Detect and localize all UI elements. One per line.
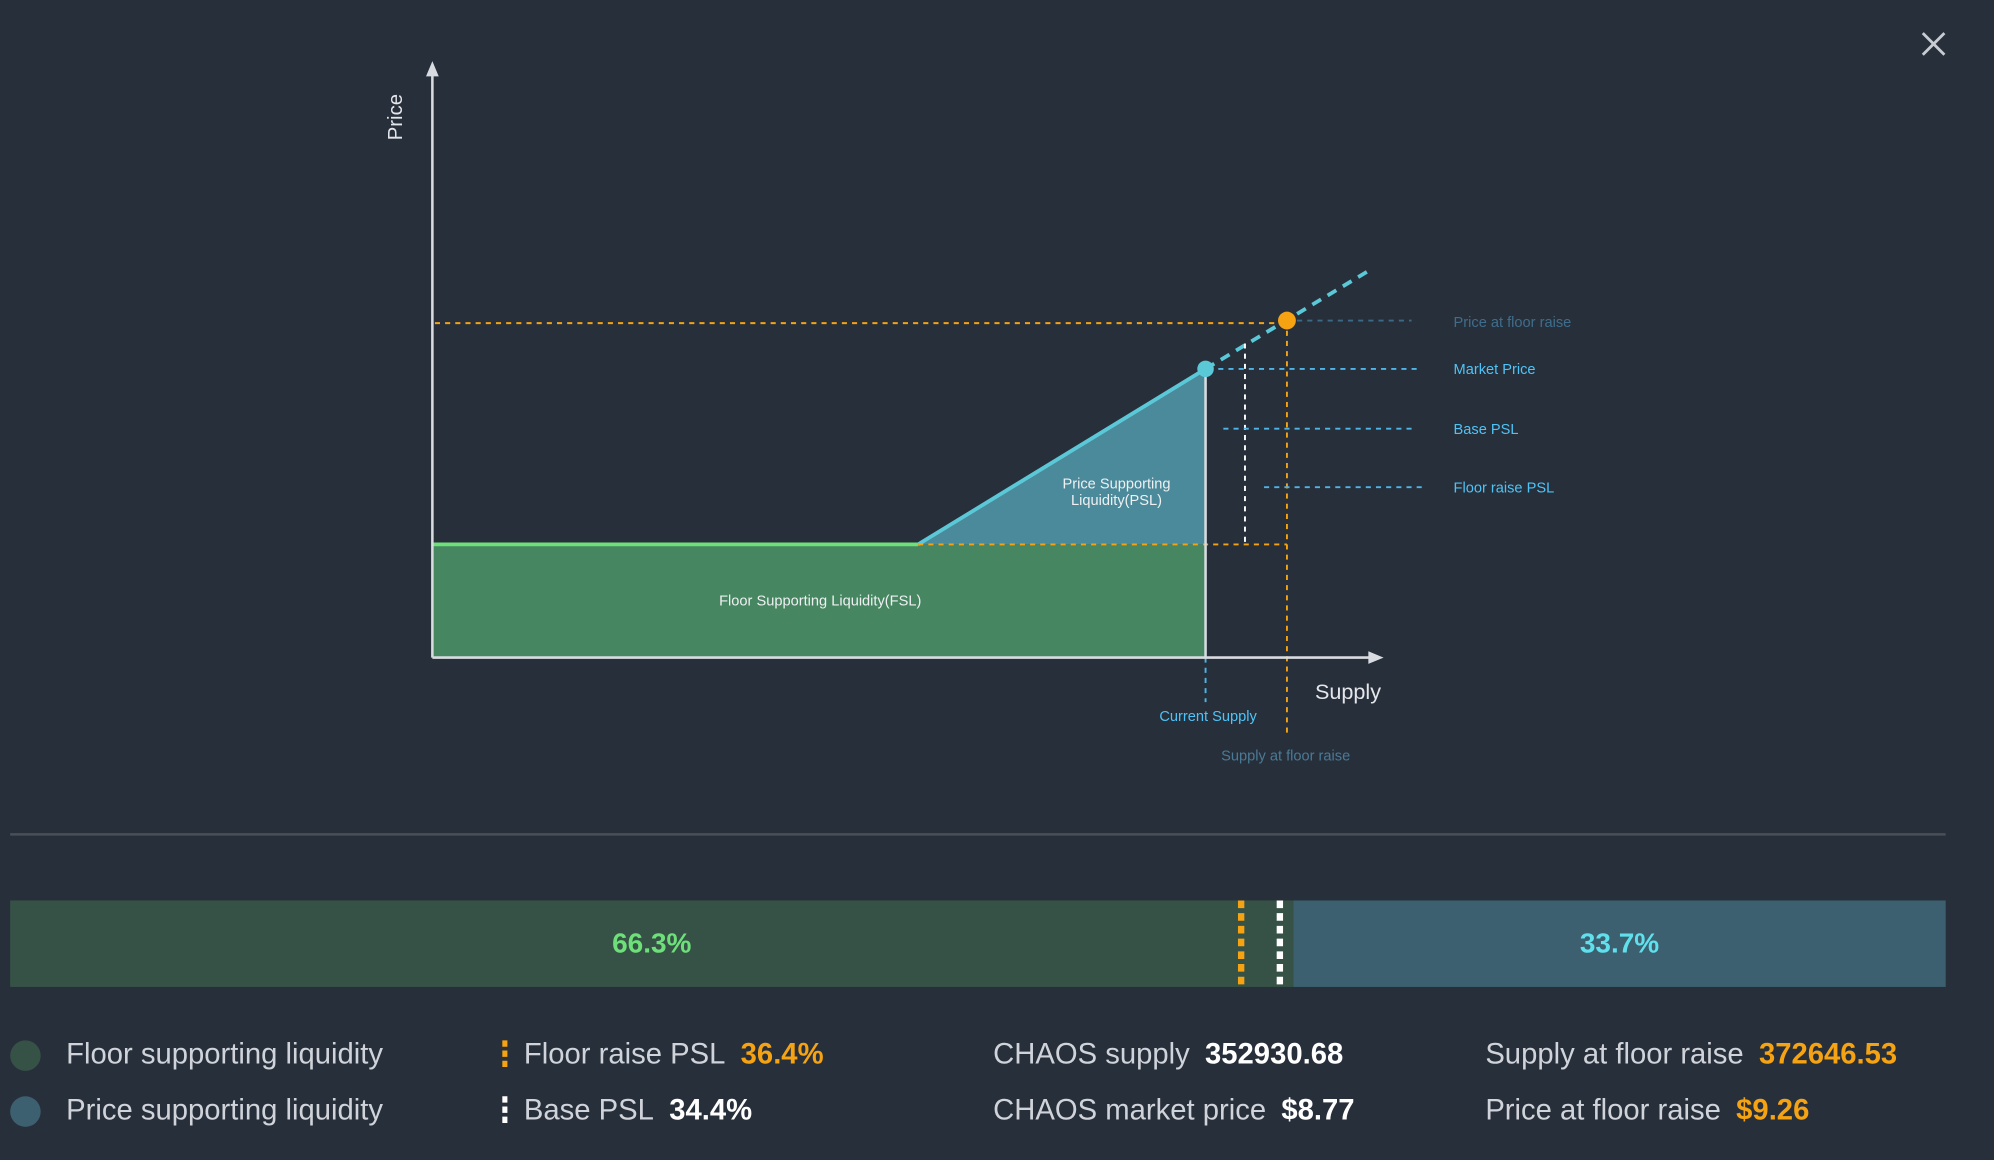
liquidity-segment [1293,900,1946,987]
guide-label: Market Price [1454,362,1536,378]
stat-name: CHAOS supply [993,1038,1190,1070]
stat-name: Supply at floor raise [1485,1038,1743,1070]
axis-arrow [1368,651,1384,664]
floor-raise-supply-label: Supply at floor raise [1221,749,1350,765]
psl-label: Price Supporting [1063,476,1171,492]
guide-label: Base PSL [1454,422,1519,438]
legend-swatch [10,1096,41,1127]
stat-value: 372646.53 [1759,1038,1897,1070]
stat-name: Price supporting liquidity [66,1094,383,1126]
segment-label: 66.3% [612,927,691,958]
stat-name: CHAOS market price [993,1094,1266,1126]
stat-name: Base PSL [524,1094,654,1126]
market-price-dot [1197,360,1214,378]
y-axis-label: Price [385,94,407,140]
psl-label: Liquidity(PSL) [1071,493,1162,509]
current-supply-label: Current Supply [1159,709,1257,725]
axis-arrow [426,61,439,77]
segment-label: 33.7% [1580,927,1659,958]
stat-name: Price at floor raise [1485,1094,1721,1126]
price-line [917,367,1207,547]
stat-name: Floor supporting liquidity [66,1038,383,1070]
floor-raise-dot [1278,311,1296,330]
close-icon [1921,32,1946,56]
guide-label: Price at floor raise [1454,315,1572,331]
liquidity-segment [10,900,1294,987]
diagram: Price at floor raise Market Price Base P… [385,61,1572,765]
fsl-area [432,544,1206,658]
x-axis-label: Supply [1315,679,1381,704]
stat-name: Floor raise PSL [524,1038,725,1070]
legend-swatch [10,1040,41,1071]
stat-value: $8.77 [1281,1094,1354,1126]
close-button[interactable] [1921,32,1946,56]
fsl-label: Floor Supporting Liquidity(FSL) [719,593,921,609]
stat-value: 352930.68 [1205,1038,1343,1070]
stat-value: $9.26 [1736,1094,1809,1126]
stat-value: 34.4% [669,1094,752,1126]
guide-label: Floor raise PSL [1454,480,1555,496]
stat-value: 36.4% [741,1038,824,1070]
